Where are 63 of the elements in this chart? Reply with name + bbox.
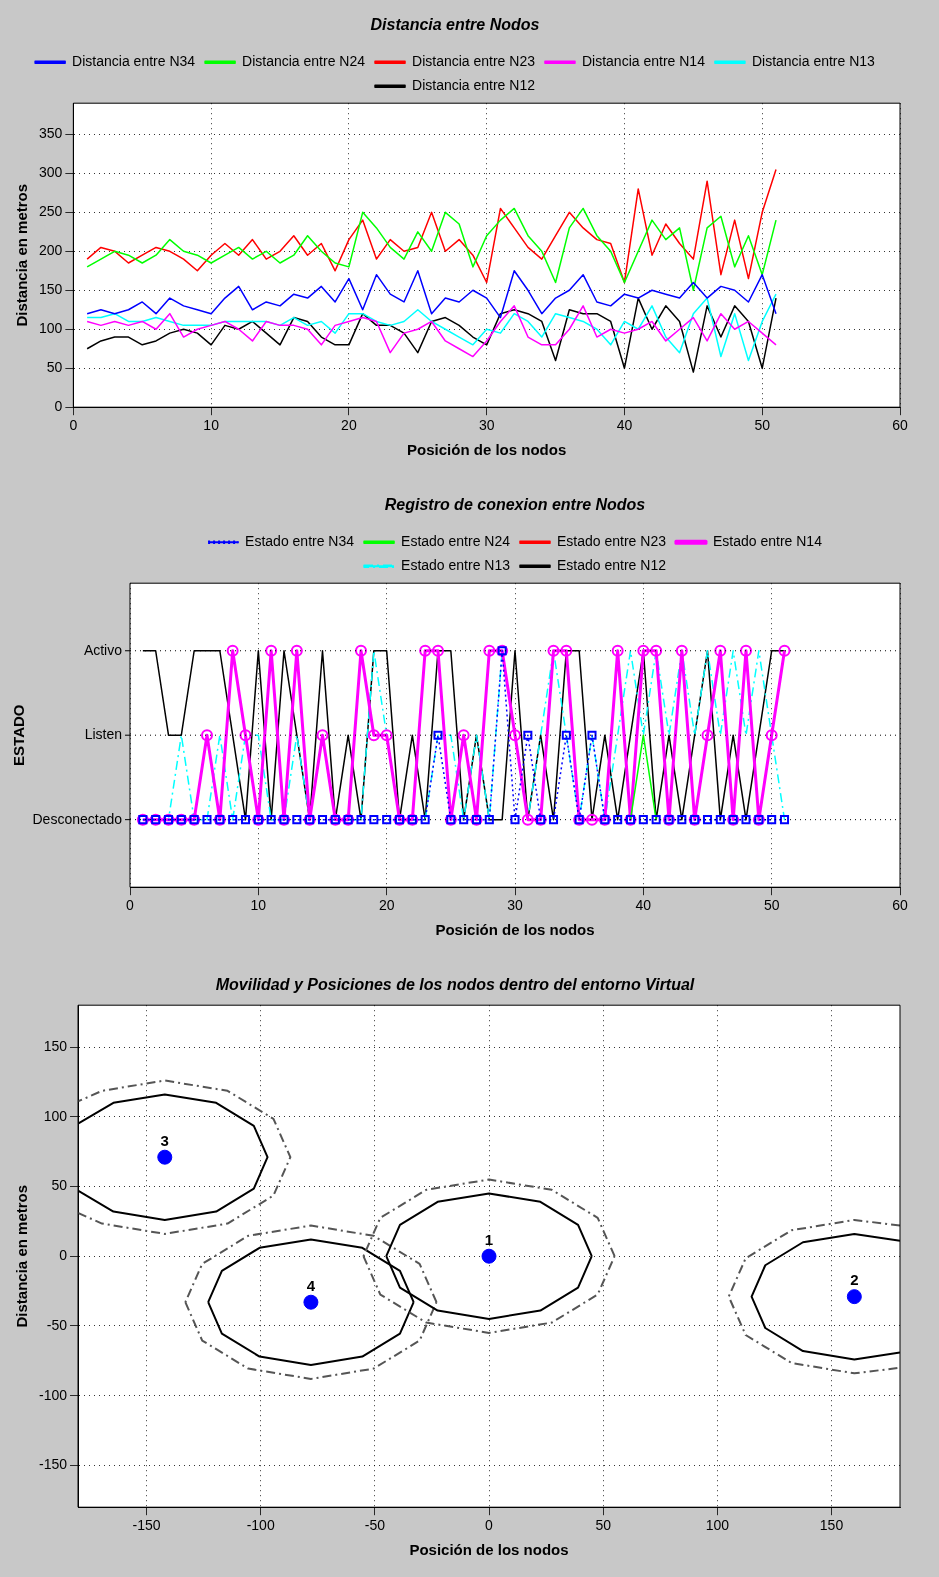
y-tick-label: 150 — [43, 1037, 68, 1054]
y-tick-label: 200 — [39, 242, 63, 259]
y-tick-label: -50 — [46, 1316, 68, 1333]
x-tick-label: 50 — [754, 417, 771, 434]
x-tick-label: 30 — [507, 897, 523, 914]
text: Listen — [84, 726, 122, 743]
x-tick-label: -150 — [132, 1517, 161, 1534]
x-tick-label: 10 — [203, 417, 220, 434]
x-tick-label: 60 — [892, 417, 908, 434]
y-tick-label: 100 — [43, 1107, 68, 1124]
annotation: 2 — [850, 1271, 859, 1289]
legend-label: Distancia entre N12 — [412, 77, 536, 94]
legend-label: Distancia entre N14 — [581, 53, 706, 70]
y-tick-label: 350 — [39, 125, 63, 142]
text: Desconectado — [32, 810, 123, 827]
y-tick-label: 50 — [46, 359, 63, 376]
y-tick-label: 0 — [54, 398, 63, 415]
x-tick-label: 40 — [616, 417, 633, 434]
legend-label: Distancia entre N24 — [242, 53, 366, 70]
x-tick-label: 0 — [126, 897, 135, 914]
x-tick-label: 10 — [250, 897, 267, 914]
x-axis-title: Posición de los nodos — [409, 1541, 569, 1559]
x-tick-label: 0 — [485, 1517, 494, 1534]
y-tick-label: -100 — [38, 1386, 68, 1403]
chart-title: Distancia entre Nodos — [370, 16, 540, 34]
x-tick-label: 40 — [635, 897, 652, 914]
y-tick-label: 150 — [39, 281, 63, 298]
x-tick-label: 20 — [341, 417, 357, 434]
x-tick-label: 50 — [763, 897, 780, 914]
legend-label: Estado entre N24 — [401, 533, 511, 550]
y-tick-label: 300 — [39, 164, 63, 181]
legend-label: Distancia entre N34 — [72, 53, 196, 70]
x-axis-title: Posición de los nodos — [435, 921, 595, 939]
x-tick-label: 30 — [478, 417, 495, 434]
legend-label: Estado entre N14 — [712, 533, 823, 550]
y-axis-title: Distancia en metros — [13, 183, 31, 327]
annotation: 1 — [484, 1230, 494, 1248]
y-tick-label: 250 — [39, 203, 63, 220]
y-tick-label: 50 — [51, 1177, 68, 1194]
x-tick-label: -50 — [364, 1517, 386, 1534]
legend-label: Estado entre N34 — [245, 533, 355, 550]
x-tick-label: 100 — [705, 1517, 730, 1534]
x-tick-label: 60 — [892, 897, 908, 914]
y-axis-title: Distancia en metros — [13, 1184, 31, 1328]
legend-label: Estado entre N12 — [557, 557, 667, 574]
x-tick-label: -100 — [246, 1517, 275, 1534]
y-tick-label: -150 — [38, 1456, 68, 1473]
annotation: 4 — [306, 1276, 316, 1294]
legend-label: Estado entre N23 — [557, 533, 667, 550]
legend-label: Distancia entre N13 — [751, 53, 876, 70]
chart-title: Movilidad y Posiciones de los nodos dentro del entorno Virtual — [215, 976, 695, 994]
x-tick-label: 50 — [595, 1517, 612, 1534]
legend-label: Estado entre N13 — [401, 557, 511, 574]
x-tick-label: 20 — [378, 897, 395, 914]
y-tick-label: 100 — [39, 320, 63, 337]
x-axis-title: Posición de los nodos — [407, 441, 567, 459]
y-axis-title: ESTADO — [10, 704, 28, 766]
y-tick-label: 0 — [59, 1247, 68, 1264]
x-tick-label: 150 — [819, 1517, 844, 1534]
legend-label: Distancia entre N23 — [412, 53, 536, 70]
text: Activo — [83, 641, 123, 658]
annotation: 3 — [160, 1131, 169, 1149]
chart-title: Registro de conexion entre Nodos — [384, 496, 646, 514]
